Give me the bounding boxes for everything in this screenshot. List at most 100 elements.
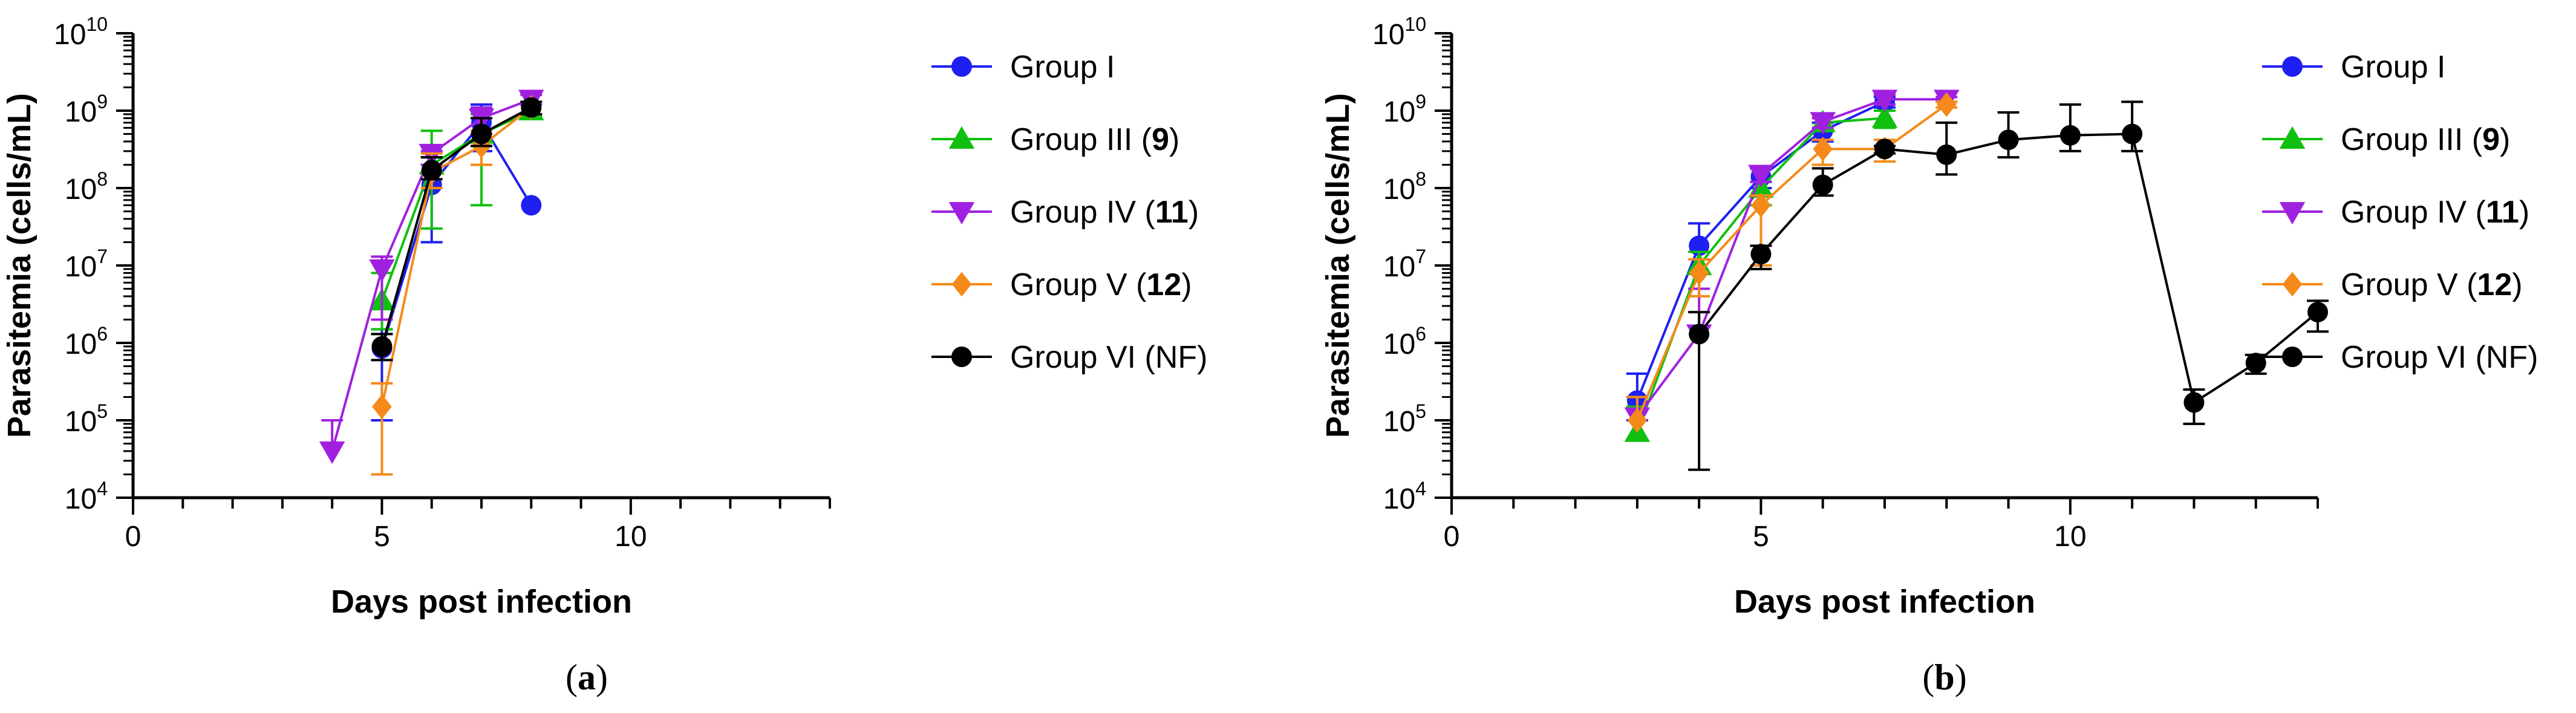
legend-marker [2279, 202, 2306, 225]
y-tick-label: 108 [1383, 168, 1426, 206]
data-point [1751, 192, 1771, 218]
x-tick-label: 0 [125, 521, 142, 553]
legend: Group I Group III (9) Group IV (11) Group V… [931, 50, 1208, 375]
x-tick-label: 10 [615, 521, 647, 553]
series-3 [1624, 90, 1960, 430]
legend-marker [2279, 126, 2306, 149]
axes: 0 5 10 104 105 106 107 108 109 1010 Days post infe… [1320, 13, 2319, 620]
legend-label: Group VI (NF) [1010, 340, 1208, 375]
series-line [380, 106, 532, 347]
legend-item: Group III (9) [931, 122, 1179, 157]
axes: 0 5 10 104 105 106 107 108 109 1010 Days post infe… [1, 13, 831, 620]
data-point [319, 441, 345, 464]
data-point [1689, 261, 1709, 285]
legend-item: Group I [931, 50, 1115, 85]
series-line [1698, 132, 2319, 405]
data-point [371, 336, 393, 357]
legend-marker [951, 56, 972, 77]
panel-b-chart: 0 5 10 104 105 106 107 108 109 1010 Days post infe… [1320, 13, 2539, 697]
y-tick-label: 108 [65, 168, 108, 206]
legend-label: Group I [2341, 50, 2445, 85]
legend-item: Group V (12) [2262, 267, 2523, 302]
y-tick-label: 107 [1383, 246, 1426, 283]
data-point [1812, 174, 1833, 195]
legend-marker [951, 272, 972, 297]
series-line [380, 109, 532, 302]
data-point [2245, 353, 2266, 374]
legend-label: Group IV (11) [2341, 195, 2529, 230]
legend-label: Group V (12) [1010, 267, 1192, 302]
panel-label: (a) [566, 657, 608, 697]
legend-marker [948, 126, 975, 149]
series-2 [1624, 105, 1898, 442]
series-line [380, 106, 532, 407]
series-line [1636, 103, 1948, 421]
series-line [1636, 98, 1947, 418]
legend-item: Group I [2262, 50, 2445, 85]
legend-marker [951, 347, 972, 367]
data-point [1998, 129, 2019, 151]
legend-marker [948, 202, 975, 225]
data-point [421, 160, 442, 181]
data-point [471, 123, 492, 145]
x-tick-label: 5 [374, 521, 390, 553]
y-tick-label: 106 [1383, 323, 1426, 360]
data-point [521, 195, 542, 216]
data-point [1813, 136, 1833, 161]
data-point [2059, 125, 2081, 146]
legend-item: Group IV (11) [931, 195, 1199, 230]
data-point [1871, 105, 1898, 128]
x-tick-label: 5 [1753, 521, 1769, 553]
series-5 [371, 97, 543, 362]
data-point [369, 259, 395, 282]
series-4 [1626, 92, 1958, 433]
data-point [1871, 90, 1898, 112]
panel-a-chart: 0 5 10 104 105 106 107 108 109 1010 Days post infe… [1, 13, 1208, 697]
legend-item: Group VI (NF) [2262, 340, 2539, 375]
data-point [1689, 324, 1710, 345]
legend-label: Group III (9) [2341, 122, 2510, 157]
legend-marker [2282, 347, 2303, 367]
y-tick-label: 1010 [54, 13, 108, 51]
y-tick-label: 105 [65, 400, 108, 438]
y-tick-label: 109 [1383, 91, 1426, 128]
series-3 [319, 90, 544, 464]
series-line [380, 120, 532, 349]
series-5 [1688, 100, 2329, 471]
data-point [1936, 144, 1957, 165]
x-tick-label: 10 [2054, 521, 2086, 553]
x-axis-title: Days post infection [1734, 584, 2035, 620]
data-point [521, 97, 542, 118]
y-tick-label: 104 [1383, 478, 1426, 515]
data-point [1936, 92, 1957, 117]
legend-marker [2282, 56, 2303, 77]
panel-label: (b) [1922, 657, 1966, 697]
data-point [372, 394, 392, 419]
legend-item: Group III (9) [2262, 122, 2510, 157]
x-axis-title: Days post infection [331, 584, 632, 620]
x-tick-label: 0 [1444, 521, 1460, 553]
y-tick-label: 109 [65, 91, 108, 128]
y-axis-title: Parasitemia (cells/mL) [1320, 93, 1356, 438]
legend-label: Group VI (NF) [2341, 340, 2539, 375]
legend-item: Group VI (NF) [931, 340, 1208, 375]
legend-label: Group IV (11) [1010, 195, 1199, 230]
legend-label: Group I [1010, 50, 1115, 85]
legend-label: Group V (12) [2341, 267, 2523, 302]
data-point [1750, 244, 1772, 265]
data-point [2183, 392, 2205, 413]
y-tick-label: 104 [65, 478, 108, 515]
legend-item: Group V (12) [931, 267, 1192, 302]
data-point [2307, 302, 2328, 323]
data-point [2122, 123, 2143, 145]
legend-label: Group III (9) [1010, 122, 1179, 157]
series-2 [369, 97, 544, 331]
y-tick-label: 105 [1383, 400, 1426, 438]
legend: Group I Group III (9) Group IV (11) Group V… [2262, 50, 2539, 375]
y-tick-label: 106 [65, 323, 108, 360]
y-tick-label: 107 [65, 246, 108, 283]
data-point [1627, 408, 1648, 433]
legend-item: Group IV (11) [2262, 195, 2529, 230]
data-point [1810, 112, 1836, 135]
